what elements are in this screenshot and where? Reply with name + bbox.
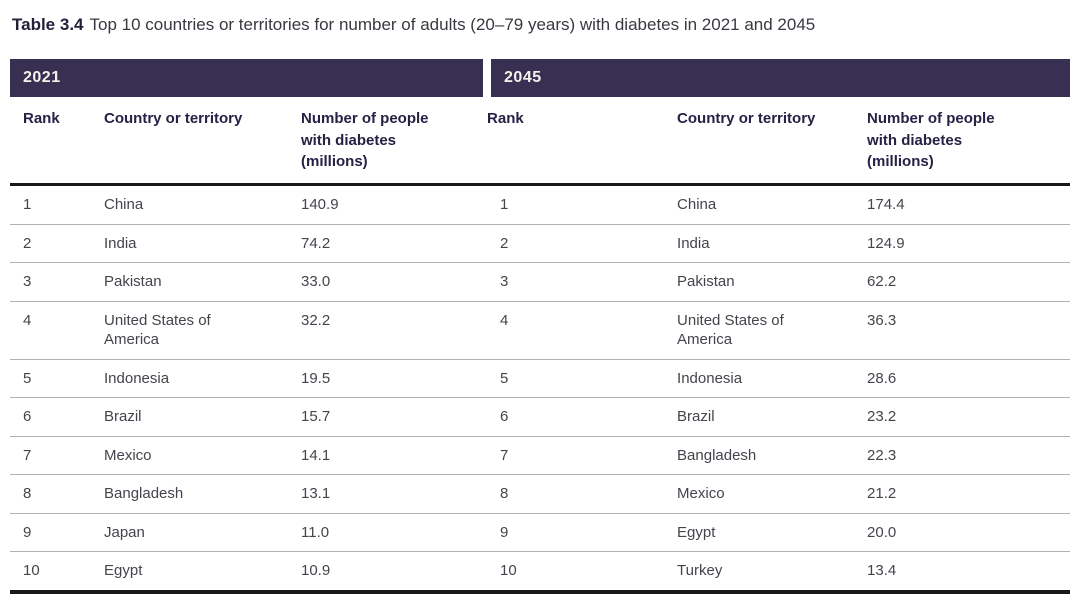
value-cell-2045: 23.2 <box>867 397 1071 437</box>
value-cell-2045: 174.4 <box>867 184 1071 225</box>
rank-cell-2045: 2 <box>487 224 678 264</box>
value-cell-2021: 33.0 <box>301 262 488 302</box>
year-band-2045: 2045 <box>487 58 1071 97</box>
value-cell-2045: 36.3 <box>867 301 1071 360</box>
header-rank-2045: Rank <box>487 96 678 187</box>
rank-cell-2045: 5 <box>487 359 678 399</box>
country-cell-2021: United States of America <box>104 301 301 360</box>
rank-cell-2021: 2 <box>10 224 104 264</box>
header-country-2045: Country or territory <box>677 96 868 187</box>
value-cell-2045: 124.9 <box>867 224 1071 264</box>
table-row: 8 Bangladesh 13.1 8 Mexico 21.2 <box>10 474 1071 514</box>
rank-cell-2021: 7 <box>10 436 104 476</box>
table-row: 7 Mexico 14.1 7 Bangladesh 22.3 <box>10 436 1071 476</box>
rank-cell-2021: 9 <box>10 513 104 553</box>
value-cell-2021: 74.2 <box>301 224 488 264</box>
rank-cell-2021: 4 <box>10 301 104 360</box>
rank-cell-2045: 4 <box>487 301 678 360</box>
table-row: 2 India 74.2 2 India 124.9 <box>10 224 1071 264</box>
country-cell-2021: China <box>104 184 301 225</box>
value-cell-2045: 20.0 <box>867 513 1071 553</box>
header-number-2021-label: Number of people with diabetes (millions… <box>301 109 429 171</box>
rank-cell-2045: 6 <box>487 397 678 437</box>
rank-cell-2021: 6 <box>10 397 104 437</box>
value-cell-2021: 140.9 <box>301 184 488 225</box>
table-caption-label: Table 3.4 <box>12 15 84 34</box>
value-cell-2021: 14.1 <box>301 436 488 476</box>
header-number-2045-label: Number of people with diabetes (millions… <box>867 109 995 171</box>
rank-cell-2021: 5 <box>10 359 104 399</box>
table-row: 5 Indonesia 19.5 5 Indonesia 28.6 <box>10 359 1071 399</box>
header-number-2021: Number of people with diabetes (millions… <box>301 96 488 187</box>
table-row: 1 China 140.9 1 China 174.4 <box>10 184 1071 225</box>
country-cell-2021: India <box>104 224 301 264</box>
value-cell-2021: 13.1 <box>301 474 488 514</box>
country-cell-2021: Brazil <box>104 397 301 437</box>
country-cell-2045: China <box>677 184 868 225</box>
value-cell-2045: 28.6 <box>867 359 1071 399</box>
rank-cell-2021: 8 <box>10 474 104 514</box>
table-row: 9 Japan 11.0 9 Egypt 20.0 <box>10 513 1071 553</box>
header-number-2045: Number of people with diabetes (millions… <box>867 96 1071 187</box>
value-cell-2021: 10.9 <box>301 551 488 594</box>
country-cell-2045: Bangladesh <box>677 436 868 476</box>
country-cell-2021: Egypt <box>104 551 301 594</box>
year-band-2021: 2021 <box>10 58 492 97</box>
country-cell-2045: Brazil <box>677 397 868 437</box>
value-cell-2021: 15.7 <box>301 397 488 437</box>
table-body: 1 China 140.9 1 China 174.4 2 India 74.2 2 India 12… <box>10 184 1071 594</box>
header-country-2021: Country or territory <box>104 96 301 187</box>
country-cell-2045: India <box>677 224 868 264</box>
value-cell-2021: 32.2 <box>301 301 488 360</box>
column-header-row: Rank Country or territory Number of peop… <box>10 96 1071 187</box>
value-cell-2045: 22.3 <box>867 436 1071 476</box>
country-cell-2021: Japan <box>104 513 301 553</box>
rank-cell-2045: 3 <box>487 262 678 302</box>
header-rank-2021: Rank <box>10 96 104 187</box>
table-row: 6 Brazil 15.7 6 Brazil 23.2 <box>10 397 1071 437</box>
table-caption: Table 3.4 Top 10 countries or territories… <box>12 14 1070 37</box>
rank-cell-2045: 9 <box>487 513 678 553</box>
table-row: 4 United States of America 32.2 4 United Sta… <box>10 301 1071 360</box>
country-cell-2045: Pakistan <box>677 262 868 302</box>
country-cell-2021: Indonesia <box>104 359 301 399</box>
rank-cell-2045: 10 <box>487 551 678 594</box>
table-row: 3 Pakistan 33.0 3 Pakistan 62.2 <box>10 262 1071 302</box>
country-cell-2021: Mexico <box>104 436 301 476</box>
rank-cell-2021: 3 <box>10 262 104 302</box>
country-cell-2045: Turkey <box>677 551 868 594</box>
value-cell-2021: 19.5 <box>301 359 488 399</box>
country-cell-2021: Pakistan <box>104 262 301 302</box>
value-cell-2021: 11.0 <box>301 513 488 553</box>
country-cell-2045: Egypt <box>677 513 868 553</box>
year-band-row: 2021 2045 <box>10 58 1071 97</box>
rank-cell-2045: 1 <box>487 184 678 225</box>
rank-cell-2045: 7 <box>487 436 678 476</box>
rank-cell-2021: 1 <box>10 184 104 225</box>
country-cell-2045: Indonesia <box>677 359 868 399</box>
header-country-2021-label: Country or territory <box>104 109 243 127</box>
header-country-2045-label: Country or territory <box>677 109 816 127</box>
rank-cell-2045: 8 <box>487 474 678 514</box>
country-cell-2021: Bangladesh <box>104 474 301 514</box>
country-cell-2045: Mexico <box>677 474 868 514</box>
rank-cell-2021: 10 <box>10 551 104 594</box>
table-caption-text: Top 10 countries or territories for numb… <box>89 15 816 34</box>
value-cell-2045: 62.2 <box>867 262 1071 302</box>
country-cell-2045: United States of America <box>677 301 868 360</box>
value-cell-2045: 13.4 <box>867 551 1071 594</box>
table-row: 10 Egypt 10.9 10 Turkey 13.4 <box>10 551 1071 594</box>
value-cell-2045: 21.2 <box>867 474 1071 514</box>
diabetes-top10-table: 2021 2045 Rank Country or territory Numb… <box>10 58 1071 594</box>
